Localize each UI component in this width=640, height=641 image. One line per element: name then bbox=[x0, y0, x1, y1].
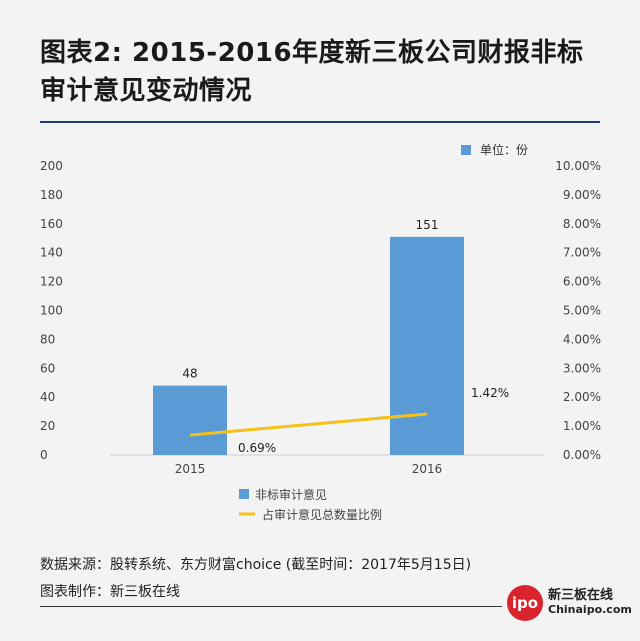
data-source-note: 数据来源：股转系统、东方财富choice (截至时间：2017年5月15日) bbox=[40, 557, 472, 573]
chart-credit: 图表制作：新三板在线 bbox=[40, 584, 180, 600]
left-tick-label: 0 bbox=[40, 448, 48, 462]
x-tick-label: 2016 bbox=[412, 462, 443, 476]
left-tick-label: 160 bbox=[40, 217, 63, 231]
logo-text: 新三板在线 Chinaipo.com bbox=[548, 589, 632, 617]
unit-legend: 单位：份 bbox=[461, 142, 528, 157]
bar-series: 48 151 bbox=[153, 218, 464, 455]
footer-divider bbox=[40, 606, 502, 607]
left-tick-label: 40 bbox=[40, 390, 55, 404]
bar bbox=[390, 236, 464, 455]
combo-chart: 单位：份 0 20 40 60 80 100 120 140 160 180 200 0.00% 1.… bbox=[40, 142, 601, 522]
legend-bar-swatch bbox=[239, 489, 249, 499]
title-divider bbox=[40, 121, 600, 123]
left-tick-label: 120 bbox=[40, 275, 63, 289]
left-tick-label: 180 bbox=[40, 188, 63, 202]
left-tick-label: 80 bbox=[40, 332, 55, 346]
right-tick-label: 9.00% bbox=[563, 188, 601, 202]
legend-bar-label: 非标审计意见 bbox=[255, 487, 327, 502]
left-tick-label: 140 bbox=[40, 246, 63, 260]
legend-line-label: 占审计意见总数量比例 bbox=[262, 507, 382, 522]
right-tick-label: 4.00% bbox=[563, 332, 601, 346]
left-axis-ticks: 0 20 40 60 80 100 120 140 160 180 200 bbox=[40, 159, 63, 462]
unit-label: 单位：份 bbox=[480, 142, 528, 157]
chart-title: 图表2: 2015-2016年度新三板公司财报非标审计意见变动情况 bbox=[40, 38, 584, 106]
left-tick-label: 20 bbox=[40, 419, 55, 433]
logo-name: 新三板在线 bbox=[548, 588, 614, 603]
logo-badge-icon: ipo bbox=[507, 585, 543, 621]
right-tick-label: 7.00% bbox=[563, 246, 601, 260]
x-tick-label: 2015 bbox=[175, 462, 206, 476]
right-tick-label: 10.00% bbox=[555, 159, 601, 173]
x-axis-ticks: 2015 2016 bbox=[175, 462, 443, 476]
right-tick-label: 5.00% bbox=[563, 304, 601, 318]
right-tick-label: 8.00% bbox=[563, 217, 601, 231]
right-axis-ticks: 0.00% 1.00% 2.00% 3.00% 4.00% 5.00% 6.00% 7.00%… bbox=[555, 159, 601, 462]
bar-value-label: 151 bbox=[416, 218, 439, 232]
right-tick-label: 1.00% bbox=[563, 419, 601, 433]
bar bbox=[153, 385, 227, 455]
right-tick-label: 3.00% bbox=[563, 361, 601, 375]
line-value-label: 1.42% bbox=[471, 386, 509, 400]
ratio-line bbox=[189, 412, 428, 437]
left-tick-label: 60 bbox=[40, 361, 55, 375]
left-tick-label: 200 bbox=[40, 159, 63, 173]
logo-domain: Chinaipo.com bbox=[548, 603, 632, 616]
line-value-label: 0.69% bbox=[238, 441, 276, 455]
bar-value-label: 48 bbox=[182, 367, 197, 381]
brand-logo: ipo 新三板在线 Chinaipo.com bbox=[507, 585, 632, 621]
right-tick-label: 0.00% bbox=[563, 448, 601, 462]
line-series: 0.69% 1.42% bbox=[189, 386, 509, 455]
right-tick-label: 6.00% bbox=[563, 275, 601, 289]
left-tick-label: 100 bbox=[40, 304, 63, 318]
right-tick-label: 2.00% bbox=[563, 390, 601, 404]
unit-legend-swatch bbox=[461, 145, 471, 155]
